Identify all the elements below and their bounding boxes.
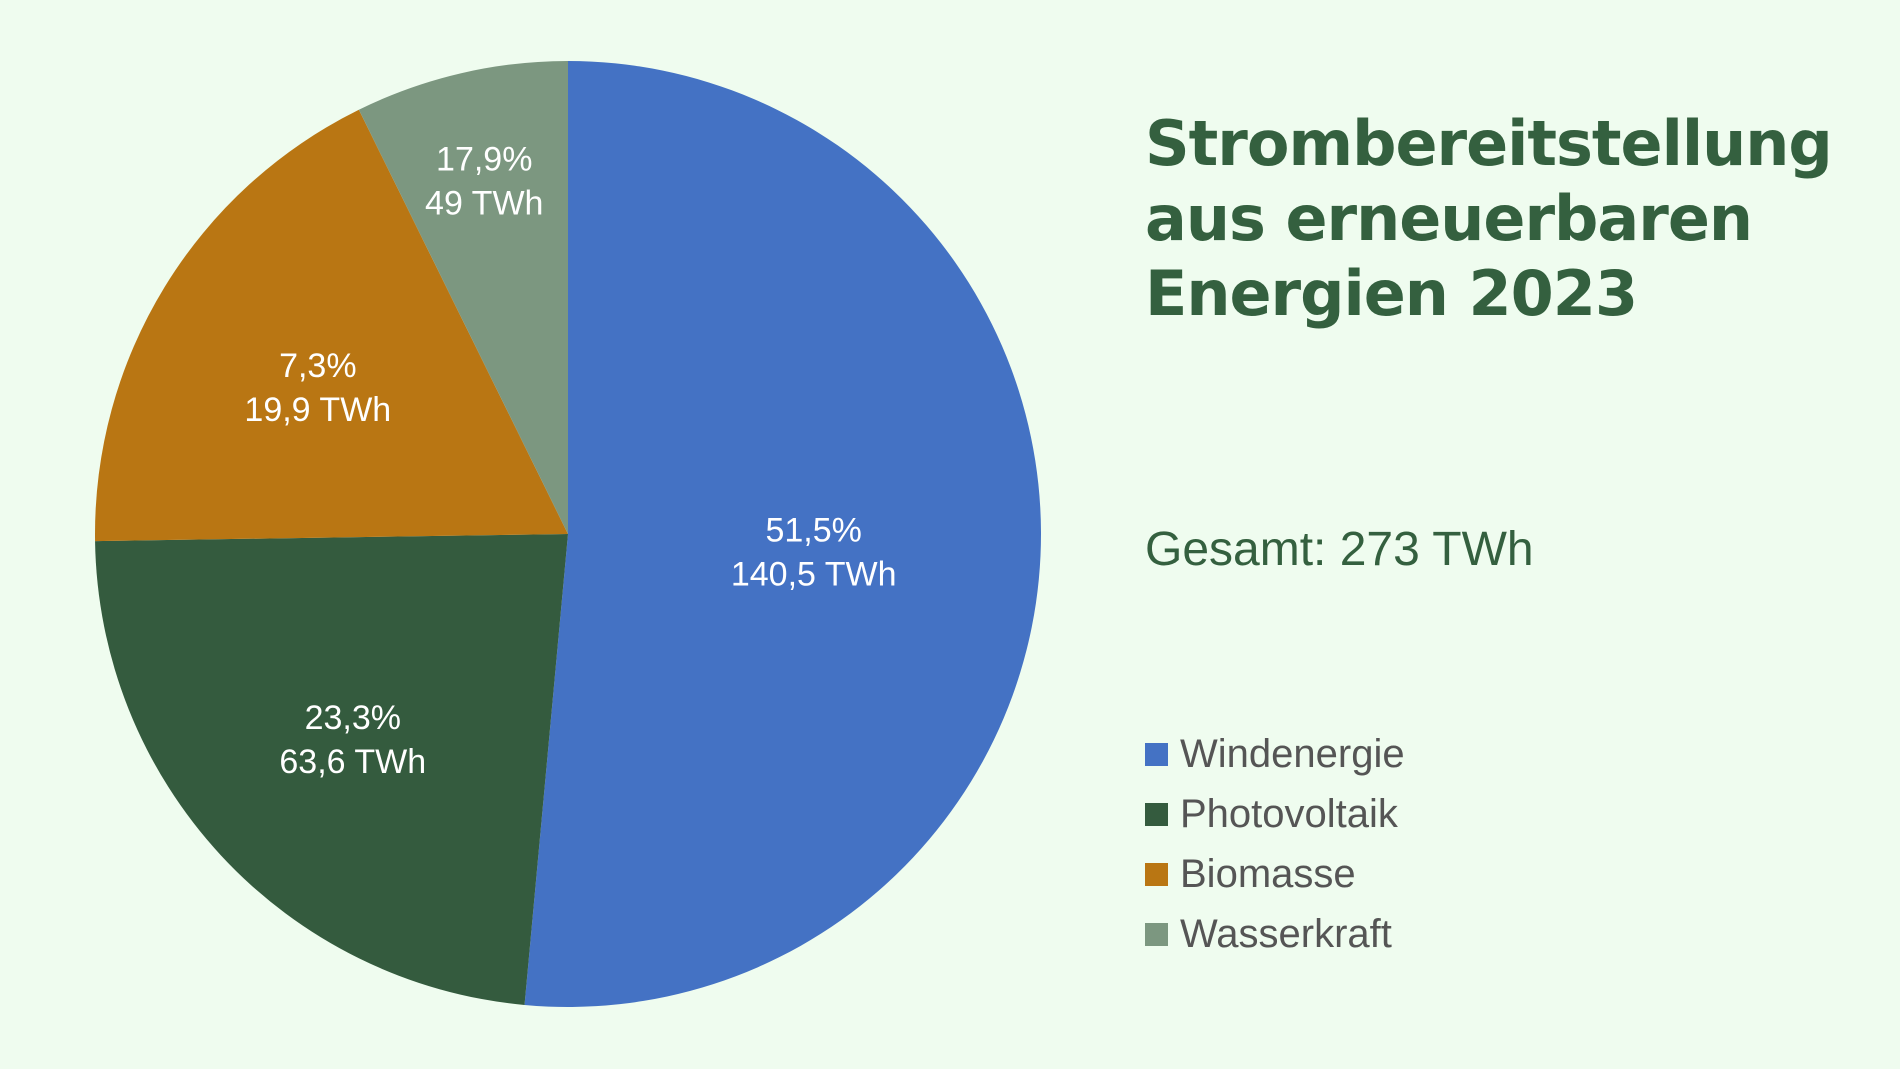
chart-title-line: aus erneuerbaren [1145,182,1753,255]
chart-legend: Windenergie Photovoltaik Biomasse Wasserkra… [1145,724,1405,964]
pie-slices [95,61,1041,1007]
legend-swatch [1145,802,1168,826]
total-label: Gesamt: 273 TWh [1145,523,1534,576]
pie-chart: 51,5% 140,5 TWh 23,3% 63,6 TWh 7,3% 19,9 TWh 1… [95,61,1041,1007]
pie-slice-biomasse [95,109,568,542]
pie-slice-photovoltaik [95,534,569,1005]
legend-swatch [1145,922,1168,946]
legend-label: Windenergie [1180,731,1405,776]
legend-item: Windenergie [1145,724,1405,784]
legend-label: Photovoltaik [1180,791,1398,836]
chart-title-line: Strombereitstellung [1145,107,1833,180]
legend-item: Photovoltaik [1145,784,1405,844]
pie-slice-wasserkraft [358,61,568,534]
slice-value-label: 63,6 TWh [279,743,426,781]
slice-value-label: 140,5 TWh [731,555,897,593]
chart-title: Strombereitstellung aus erneuerbaren Ene… [1145,106,1865,331]
slice-percent-label: 17,9% [436,141,532,179]
slice-value-label: 19,9 TWh [244,391,391,429]
legend-swatch [1145,862,1168,886]
slice-percent-label: 7,3% [279,347,357,385]
pie-slice-windenergie [524,61,1041,1007]
slice-value-label: 49 TWh [425,185,543,223]
legend-item: Wasserkraft [1145,904,1405,964]
legend-item: Biomasse [1145,844,1405,904]
slice-percent-label: 51,5% [765,511,861,549]
slice-percent-label: 23,3% [305,699,401,737]
legend-label: Wasserkraft [1180,911,1392,956]
pie-labels: 51,5% 140,5 TWh 23,3% 63,6 TWh 7,3% 19,9 TWh 1… [244,141,896,782]
legend-swatch [1145,742,1168,766]
legend-label: Biomasse [1180,851,1356,896]
chart-title-line: Energien 2023 [1145,257,1638,330]
